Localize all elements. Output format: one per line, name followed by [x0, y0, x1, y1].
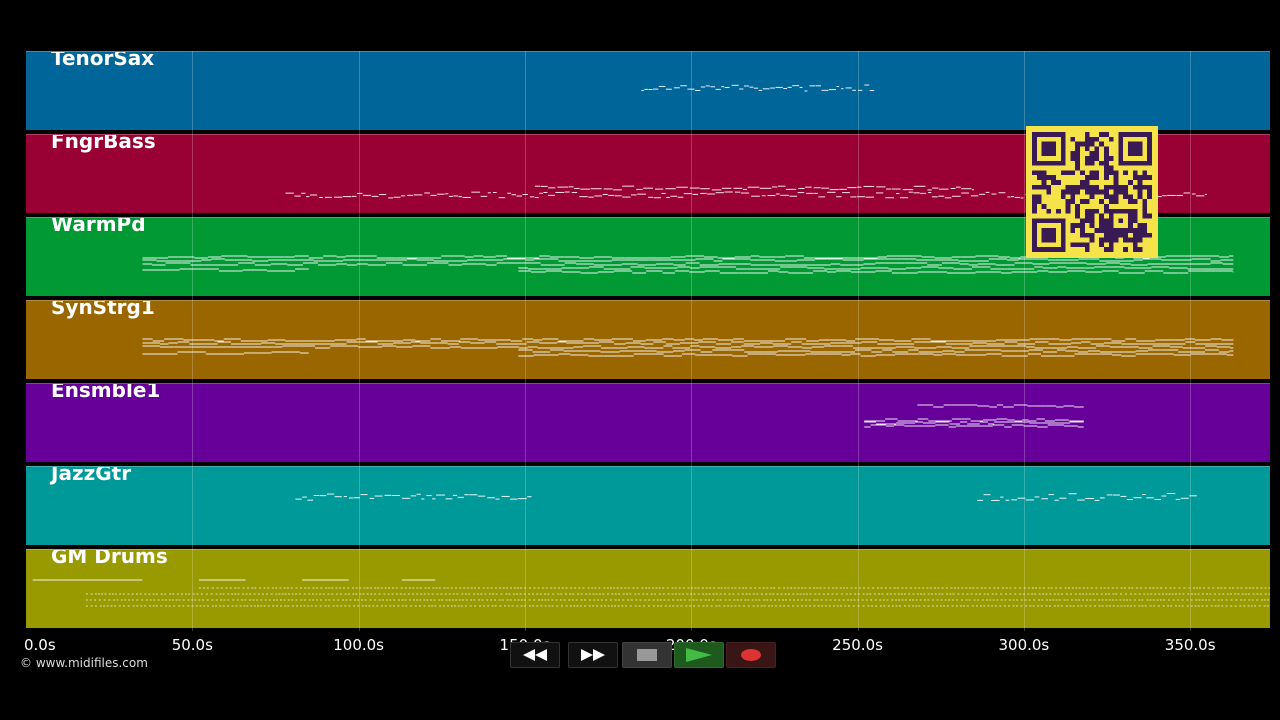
play-icon: [686, 648, 712, 662]
track-label-synstrg1: SynStrg1: [51, 300, 155, 319]
warmpd-notes: [142, 255, 1234, 274]
fast-forward-button[interactable]: [568, 642, 618, 668]
ensmble1-notes: [864, 404, 1084, 428]
record-icon: [741, 649, 761, 661]
track-label-warmpd: WarmPd: [51, 217, 146, 236]
play-button[interactable]: [674, 642, 724, 668]
stop-button[interactable]: [622, 642, 672, 668]
rewind-icon: [523, 649, 547, 661]
record-button[interactable]: [726, 642, 776, 668]
fngrbass-notes: [285, 185, 1207, 199]
jazzgtr-notes: [295, 493, 1197, 501]
qr-code[interactable]: [1026, 126, 1158, 258]
gm-drums-notes: [32, 579, 1270, 607]
track-gm-drums[interactable]: GM Drums: [26, 549, 1270, 628]
synstrg1-notes: [142, 338, 1234, 357]
track-label-tenorsax: TenorSax: [51, 51, 155, 70]
track-label-gm-drums: GM Drums: [51, 549, 168, 568]
tick-label-50: 50.0s: [171, 636, 213, 654]
track-synstrg1[interactable]: SynStrg1: [26, 300, 1270, 379]
tick-label-300: 300.0s: [998, 636, 1050, 654]
track-label-ensmble1: Ensmble1: [51, 383, 161, 402]
tick-label-250: 250.0s: [832, 636, 883, 654]
tick-label-350: 350.0s: [1164, 636, 1216, 654]
rewind-button[interactable]: [510, 642, 560, 668]
tenorsax-notes: [641, 84, 875, 92]
track-label-jazzgtr: JazzGtr: [51, 466, 132, 485]
track-jazzgtr[interactable]: JazzGtr: [26, 466, 1270, 545]
track-label-fngrbass: FngrBass: [51, 134, 156, 153]
copyright-text: © www.midifiles.com: [20, 656, 148, 670]
qr-code-image: [1032, 132, 1152, 252]
stop-icon: [637, 649, 657, 661]
track-ensmble1[interactable]: Ensmble1: [26, 383, 1270, 462]
track-tenorsax[interactable]: TenorSax: [26, 51, 1270, 130]
transport-controls: [510, 642, 776, 668]
tick-label-100: 100.0s: [333, 636, 384, 654]
fast-forward-icon: [581, 649, 605, 661]
tick-label-0: 0.0s: [24, 636, 56, 654]
